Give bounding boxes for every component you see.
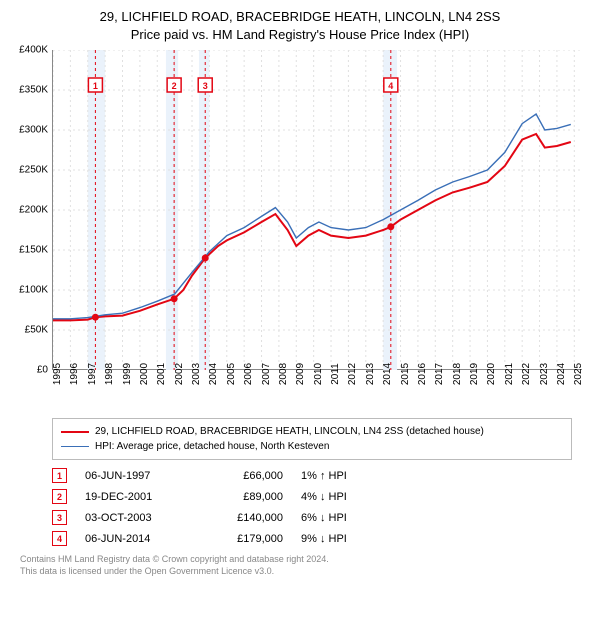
y-tick-label: £300K bbox=[19, 125, 48, 136]
title-line1: 29, LICHFIELD ROAD, BRACEBRIDGE HEATH, L… bbox=[10, 8, 590, 26]
x-tick-label: 2007 bbox=[261, 363, 272, 385]
plot-svg: 1 2 3 4 bbox=[53, 50, 583, 370]
y-axis: £0£50K£100K£150K£200K£250K£300K£350K£400… bbox=[10, 50, 52, 370]
x-tick-label: 2001 bbox=[156, 363, 167, 385]
x-tick-label: 2011 bbox=[330, 364, 341, 386]
x-tick-label: 1996 bbox=[69, 363, 80, 385]
sale-date: 19-DEC-2001 bbox=[85, 491, 185, 503]
x-tick-label: 2004 bbox=[208, 363, 219, 385]
sale-price: £140,000 bbox=[203, 512, 283, 524]
x-tick-label: 2021 bbox=[504, 363, 515, 385]
legend-row: 29, LICHFIELD ROAD, BRACEBRIDGE HEATH, L… bbox=[61, 424, 563, 439]
y-tick-label: £100K bbox=[19, 285, 48, 296]
x-tick-label: 2022 bbox=[521, 363, 532, 385]
x-tick-label: 1999 bbox=[122, 363, 133, 385]
x-tick-label: 2024 bbox=[556, 363, 567, 385]
sale-marker-box: 1 bbox=[52, 468, 67, 483]
x-tick-label: 2012 bbox=[347, 363, 358, 385]
x-tick-label: 2023 bbox=[539, 363, 550, 385]
sale-price: £179,000 bbox=[203, 533, 283, 545]
sale-date: 06-JUN-2014 bbox=[85, 533, 185, 545]
x-tick-label: 2008 bbox=[278, 363, 289, 385]
sale-marker-box: 3 bbox=[52, 510, 67, 525]
sale-row: 1 06-JUN-1997 £66,000 1% ↑ HPI bbox=[52, 468, 590, 483]
marker-label: 1 bbox=[93, 81, 98, 91]
y-tick-label: £150K bbox=[19, 245, 48, 256]
sale-marker-box: 4 bbox=[52, 531, 67, 546]
y-tick-label: £250K bbox=[19, 165, 48, 176]
sale-row: 3 03-OCT-2003 £140,000 6% ↓ HPI bbox=[52, 510, 590, 525]
title-block: 29, LICHFIELD ROAD, BRACEBRIDGE HEATH, L… bbox=[10, 8, 590, 44]
footer: Contains HM Land Registry data © Crown c… bbox=[20, 554, 590, 577]
x-tick-label: 2005 bbox=[226, 363, 237, 385]
sale-row: 4 06-JUN-2014 £179,000 9% ↓ HPI bbox=[52, 531, 590, 546]
y-tick-label: £200K bbox=[19, 205, 48, 216]
legend-row: HPI: Average price, detached house, Nort… bbox=[61, 439, 563, 454]
x-tick-label: 2000 bbox=[139, 363, 150, 385]
sale-delta: 1% ↑ HPI bbox=[301, 470, 391, 482]
sale-delta: 9% ↓ HPI bbox=[301, 533, 391, 545]
legend-label: 29, LICHFIELD ROAD, BRACEBRIDGE HEATH, L… bbox=[95, 424, 484, 439]
title-line2: Price paid vs. HM Land Registry's House … bbox=[10, 26, 590, 44]
sale-date: 03-OCT-2003 bbox=[85, 512, 185, 524]
legend-swatch bbox=[61, 446, 89, 447]
y-tick-label: £400K bbox=[19, 45, 48, 56]
x-tick-label: 2020 bbox=[486, 363, 497, 385]
sale-delta: 6% ↓ HPI bbox=[301, 512, 391, 524]
x-tick-label: 1998 bbox=[104, 363, 115, 385]
legend-label: HPI: Average price, detached house, Nort… bbox=[95, 439, 329, 454]
x-tick-label: 2013 bbox=[365, 363, 376, 385]
sale-date: 06-JUN-1997 bbox=[85, 470, 185, 482]
x-tick-label: 2014 bbox=[382, 363, 393, 385]
legend: 29, LICHFIELD ROAD, BRACEBRIDGE HEATH, L… bbox=[52, 418, 572, 460]
series-price_paid bbox=[53, 134, 571, 320]
sale-price: £66,000 bbox=[203, 470, 283, 482]
plot-area: 1 2 3 4 bbox=[52, 50, 582, 370]
x-tick-label: 2019 bbox=[469, 363, 480, 385]
legend-swatch bbox=[61, 431, 89, 433]
footer-line2: This data is licensed under the Open Gov… bbox=[20, 566, 590, 578]
marker-label: 4 bbox=[388, 81, 393, 91]
x-tick-label: 2018 bbox=[452, 363, 463, 385]
footer-line1: Contains HM Land Registry data © Crown c… bbox=[20, 554, 590, 566]
x-tick-label: 2009 bbox=[295, 363, 306, 385]
x-axis: 1995199619971998199920002001200220032004… bbox=[52, 370, 582, 410]
x-tick-label: 2016 bbox=[417, 363, 428, 385]
x-tick-label: 2003 bbox=[191, 363, 202, 385]
sale-marker-box: 2 bbox=[52, 489, 67, 504]
x-tick-label: 2006 bbox=[243, 363, 254, 385]
chart-area: £0£50K£100K£150K£200K£250K£300K£350K£400… bbox=[10, 50, 590, 410]
x-tick-label: 2010 bbox=[313, 363, 324, 385]
x-tick-label: 2015 bbox=[400, 363, 411, 385]
y-tick-label: £0 bbox=[37, 365, 48, 376]
series-hpi bbox=[53, 114, 571, 319]
x-tick-label: 2025 bbox=[573, 363, 584, 385]
marker-label: 3 bbox=[203, 81, 208, 91]
sale-row: 2 19-DEC-2001 £89,000 4% ↓ HPI bbox=[52, 489, 590, 504]
y-tick-label: £50K bbox=[25, 325, 48, 336]
x-tick-label: 2017 bbox=[434, 363, 445, 385]
x-tick-label: 1997 bbox=[87, 363, 98, 385]
sale-delta: 4% ↓ HPI bbox=[301, 491, 391, 503]
sales-table: 1 06-JUN-1997 £66,000 1% ↑ HPI 2 19-DEC-2001 £… bbox=[52, 468, 590, 546]
x-tick-label: 2002 bbox=[174, 363, 185, 385]
y-tick-label: £350K bbox=[19, 85, 48, 96]
x-tick-label: 1995 bbox=[52, 363, 63, 385]
marker-label: 2 bbox=[172, 81, 177, 91]
sale-price: £89,000 bbox=[203, 491, 283, 503]
chart-container: 29, LICHFIELD ROAD, BRACEBRIDGE HEATH, L… bbox=[0, 0, 600, 584]
